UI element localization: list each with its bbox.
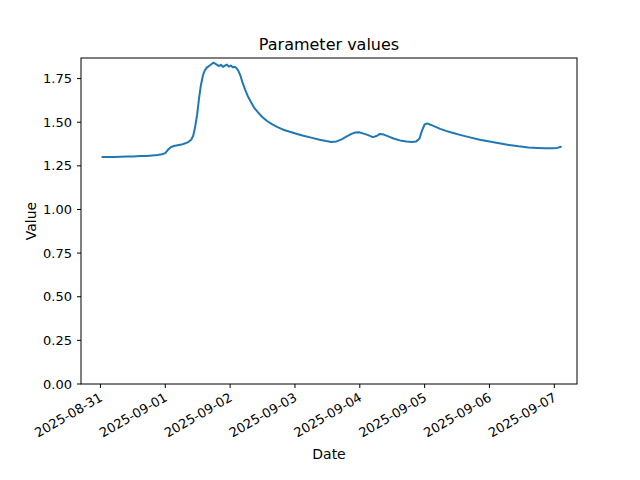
figure: 2025-08-312025-09-012025-09-022025-09-03… [0, 0, 640, 480]
x-tick-label: 2025-09-06 [421, 390, 494, 441]
x-tick-label: 2025-09-07 [486, 390, 559, 441]
x-tick-label: 2025-09-04 [291, 390, 364, 441]
x-tick-label: 2025-09-02 [162, 390, 235, 441]
plot-area [81, 58, 577, 384]
y-tick-label: 1.50 [43, 115, 72, 130]
x-tick-label: 2025-09-03 [227, 390, 300, 441]
y-tick-label: 0.75 [43, 246, 72, 261]
x-tick-label: 2025-09-05 [356, 390, 429, 441]
y-tick-label: 0.25 [43, 333, 72, 348]
x-tick-label: 2025-09-01 [97, 390, 170, 441]
x-axis-ticks: 2025-08-312025-09-012025-09-022025-09-03… [32, 384, 559, 440]
x-tick-label: 2025-08-31 [32, 390, 105, 441]
data-series [102, 63, 560, 157]
x-axis-label: Date [312, 446, 345, 462]
y-axis-label: Value [23, 202, 39, 240]
y-tick-label: 0.00 [43, 377, 72, 392]
y-tick-label: 0.50 [43, 289, 72, 304]
y-axis-ticks: 0.00 0.25 0.50 0.75 1.00 1.25 1.50 1.75 [43, 71, 81, 391]
series-polyline-parameter-value [102, 63, 560, 157]
y-tick-label: 1.25 [43, 158, 72, 173]
y-tick-label: 1.75 [43, 71, 72, 86]
chart-title: Parameter values [259, 35, 399, 54]
line-chart: 2025-08-312025-09-012025-09-022025-09-03… [0, 0, 640, 480]
y-tick-label: 1.00 [43, 202, 72, 217]
